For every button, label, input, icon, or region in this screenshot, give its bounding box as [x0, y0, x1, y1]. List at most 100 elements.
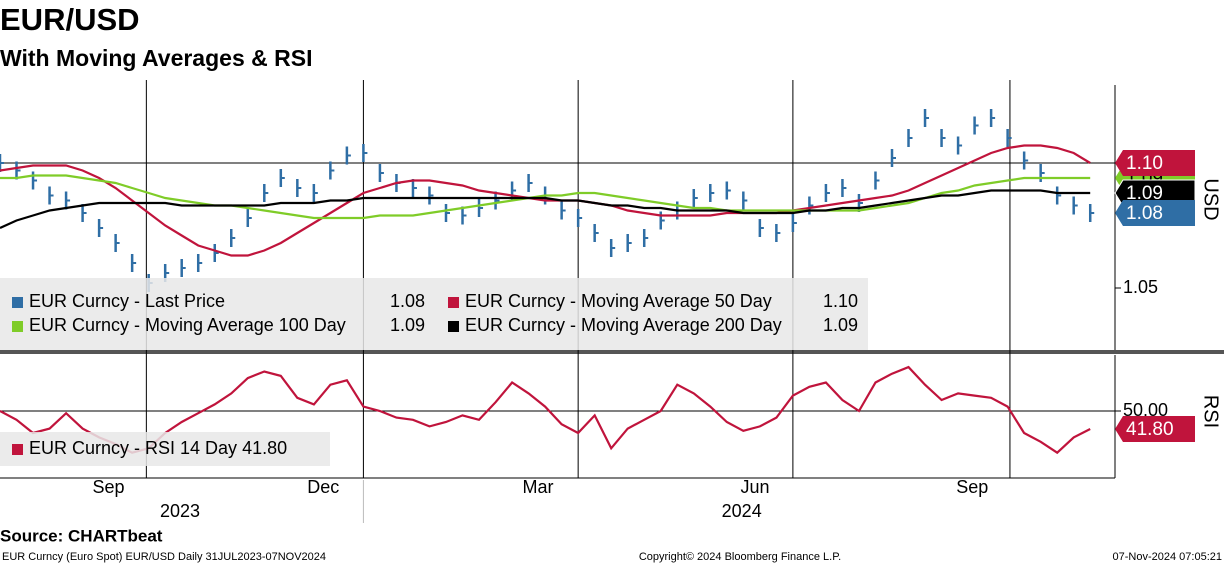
- legend-swatch: [12, 444, 23, 455]
- price-bar: [576, 209, 583, 227]
- price-bar: [742, 191, 748, 210]
- price-bar: [923, 109, 930, 127]
- price-bar: [692, 189, 698, 207]
- price-bar: [15, 161, 21, 180]
- legend-label: EUR Curncy - Moving Average 50 Day: [465, 291, 772, 311]
- price-bar: [527, 174, 533, 192]
- price-bar: [758, 219, 764, 237]
- price-bar: [626, 234, 632, 252]
- subtitle: With Moving Averages & RSI: [0, 45, 312, 71]
- price-bar: [907, 129, 913, 147]
- year-label: 2024: [722, 501, 762, 521]
- price-bar: [0, 154, 4, 172]
- x-tick-label: Sep: [956, 477, 988, 497]
- price-bar: [1088, 204, 1095, 222]
- legend-value: 1.09: [823, 315, 858, 335]
- price-bar: [1055, 186, 1062, 205]
- price-bar: [874, 171, 880, 190]
- footer-right: 07-Nov-2024 07:05:21: [1113, 551, 1222, 563]
- price-bar: [362, 144, 368, 162]
- y-axis-label: USD: [1200, 178, 1222, 220]
- y-tick-label: 1.05: [1123, 277, 1158, 297]
- legend-value: 41.80: [242, 438, 287, 458]
- price-bar: [64, 191, 71, 210]
- legend-label: EUR Curncy - Moving Average 200 Day: [465, 315, 782, 335]
- y-tick-label: 50.00: [1123, 400, 1168, 420]
- price-bar: [593, 224, 599, 242]
- series-line: [0, 365, 1091, 455]
- price-bar: [279, 169, 285, 187]
- price-bar: [428, 186, 434, 205]
- price-bar: [246, 209, 252, 227]
- price-bar: [97, 219, 104, 237]
- price-bar: [81, 204, 87, 222]
- footer-center: Copyright© 2024 Bloomberg Finance L.P.: [639, 551, 841, 563]
- price-bar: [345, 146, 351, 165]
- legend-label: EUR Curncy - Moving Average 100 Day: [29, 315, 346, 335]
- price-bar: [1022, 151, 1029, 170]
- price-bar: [31, 171, 38, 190]
- price-bar: [824, 184, 830, 202]
- price-bar: [180, 259, 186, 277]
- price-bar: [841, 179, 847, 197]
- price-bar: [296, 179, 302, 197]
- price-bar: [808, 196, 814, 215]
- price-bar: [1072, 196, 1078, 215]
- legend-swatch: [448, 297, 459, 308]
- last-value-label: 41.80: [1126, 419, 1174, 440]
- series-line: [0, 189, 1091, 230]
- price-bar: [477, 199, 484, 217]
- price-bar: [973, 116, 979, 135]
- price-bar: [709, 184, 715, 202]
- x-tick-label: Sep: [93, 477, 125, 497]
- last-value-box: [1115, 416, 1195, 443]
- price-bar: [791, 214, 797, 232]
- price-bar: [130, 254, 137, 272]
- price-bar: [940, 129, 946, 147]
- title: EUR/USD: [0, 2, 140, 37]
- last-value-box: [1115, 200, 1195, 226]
- y-axis-label: RSI: [1200, 395, 1222, 428]
- source: Source: CHARTbeat: [0, 526, 163, 545]
- price-bar: [989, 109, 996, 127]
- x-tick-label: Mar: [523, 477, 554, 497]
- price-bar: [114, 234, 120, 252]
- x-tick-label: Dec: [307, 477, 339, 497]
- last-value-label: 1.10: [1126, 153, 1163, 174]
- price-bar: [378, 164, 384, 182]
- price-bar: [411, 179, 417, 197]
- legend-box: [0, 432, 330, 466]
- legend-value: 1.09: [390, 315, 425, 335]
- price-bar: [263, 184, 269, 202]
- price-bar: [230, 229, 236, 247]
- price-bar: [775, 224, 781, 242]
- legend-swatch: [448, 321, 459, 332]
- legend-box: [0, 278, 868, 350]
- price-bar: [1039, 164, 1045, 182]
- legend-label: EUR Curncy - RSI 14 Day: [29, 438, 237, 458]
- legend-swatch: [12, 321, 23, 332]
- series-line: [0, 174, 1091, 220]
- year-label: 2023: [160, 501, 200, 521]
- legend-label: EUR Curncy - Last Price: [29, 291, 225, 311]
- last-value-box: [1115, 150, 1195, 176]
- price-bar: [659, 211, 665, 230]
- legend-value: 1.08: [390, 291, 425, 311]
- price-bar: [196, 254, 203, 272]
- panel-separator: [0, 350, 1224, 354]
- price-bar: [560, 201, 566, 220]
- last-value-label: 1.09: [1126, 183, 1163, 204]
- price-bar: [461, 206, 467, 225]
- legend-swatch: [12, 297, 23, 308]
- price-bar: [890, 149, 896, 167]
- price-bar: [213, 244, 219, 262]
- footer-left: EUR Curncy (Euro Spot) EUR/USD Daily 31J…: [2, 551, 326, 563]
- price-bar: [312, 184, 318, 202]
- x-tick-label: Jun: [741, 477, 770, 497]
- price-bar: [329, 161, 335, 180]
- price-bar: [494, 191, 500, 210]
- legend-value: 1.10: [823, 291, 858, 311]
- last-value-label: 1.08: [1126, 203, 1163, 224]
